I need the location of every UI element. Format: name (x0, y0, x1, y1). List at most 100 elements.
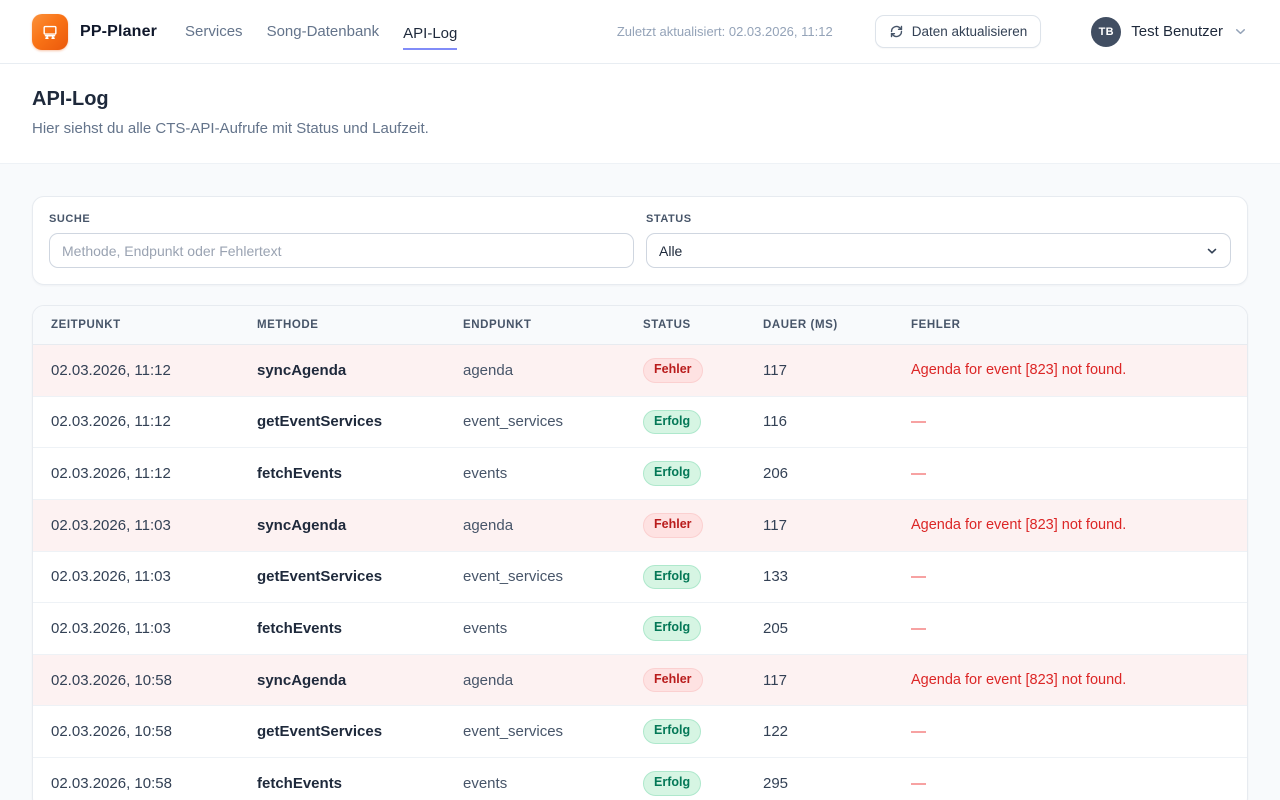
cell-method: fetchEvents (241, 602, 447, 655)
cell-error: — (895, 447, 1247, 500)
cell-method: fetchEvents (241, 447, 447, 500)
cell-error: Agenda for event [823] not found. (911, 362, 1127, 379)
table-row: 02.03.2026, 11:12 getEventServices event… (33, 395, 1247, 448)
cell-endpoint: events (447, 447, 627, 500)
cell-method: syncAgenda (257, 361, 347, 379)
search-label: SUCHE (49, 213, 91, 225)
status-badge: Fehler (643, 667, 703, 693)
table-row: 02.03.2026, 11:03 getEventServices event… (33, 550, 1247, 603)
cell-timestamp: 02.03.2026, 10:58 (33, 653, 241, 706)
table-header: ZEITPUNKT METHODE ENDPUNKT STATUS DAUER … (33, 306, 1247, 345)
brand-name: PP-Planer (80, 22, 158, 40)
cell-error: — (895, 395, 1247, 448)
table-row: 02.03.2026, 10:58 syncAgenda agenda Fehl… (33, 653, 1247, 706)
cell-endpoint: agenda (463, 361, 514, 379)
cell-status: Erfolg (627, 395, 747, 448)
cell-endpoint: events (447, 756, 627, 800)
cell-status: Fehler (627, 498, 747, 551)
cell-status: Erfolg (627, 447, 747, 500)
column-header-dauer: DAUER (MS) (747, 306, 895, 345)
cell-duration: 295 (747, 756, 895, 800)
cell-duration: 117 (747, 653, 895, 706)
filter-card: SUCHE STATUS Alle (32, 196, 1248, 285)
cell-method: getEventServices (241, 550, 447, 603)
cell-duration: 133 (747, 550, 895, 603)
cell-timestamp: 02.03.2026, 11:12 (33, 447, 241, 500)
cell-duration: 116 (747, 395, 895, 448)
column-header-endpunkt: ENDPUNKT (447, 306, 627, 345)
main-nav: Services Song-Datenbank API-Log (185, 19, 458, 50)
table-row: 02.03.2026, 11:03 syncAgenda agenda Fehl… (33, 498, 1247, 551)
status-badge: Fehler (643, 512, 703, 538)
cell-status: Erfolg (627, 705, 747, 758)
cell-timestamp: 02.03.2026, 11:03 (33, 498, 241, 551)
cell-error: — (895, 756, 1247, 800)
cell-endpoint: event_services (447, 705, 627, 758)
cell-error: — (895, 602, 1247, 655)
status-badge: Erfolg (643, 719, 702, 744)
api-log-table-card: ZEITPUNKT METHODE ENDPUNKT STATUS DAUER … (32, 305, 1248, 800)
page-title: API-Log (32, 88, 109, 110)
cell-timestamp: 02.03.2026, 10:58 (33, 756, 241, 800)
page-header: API-Log Hier siehst du alle CTS-API-Aufr… (0, 64, 1280, 164)
cell-endpoint: event_services (447, 550, 627, 603)
table-row: 02.03.2026, 10:58 fetchEvents events Erf… (33, 756, 1247, 800)
status-filter-group: STATUS Alle (646, 213, 1231, 268)
nav-item-api-log[interactable]: API-Log (403, 21, 458, 50)
main-content: SUCHE STATUS Alle (0, 164, 1280, 800)
cell-duration: 117 (747, 498, 895, 551)
nav-item-song-datenbank[interactable]: Song-Datenbank (266, 23, 380, 40)
cell-status: Fehler (627, 345, 747, 397)
search-input[interactable] (49, 233, 634, 268)
status-badge: Erfolg (643, 461, 702, 486)
cell-timestamp: 02.03.2026, 10:58 (33, 705, 241, 758)
cell-duration: 205 (747, 602, 895, 655)
app-logo (32, 13, 68, 50)
user-menu[interactable]: TB Test Benutzer (1091, 16, 1248, 47)
status-label: STATUS (646, 213, 692, 225)
cell-error: Agenda for event [823] not found. (895, 498, 1247, 551)
user-name: Test Benutzer (1131, 23, 1223, 40)
top-navbar: PP-Planer Services Song-Datenbank API-Lo… (0, 0, 1280, 64)
cell-endpoint: agenda (447, 498, 627, 551)
status-select[interactable]: Alle (646, 233, 1231, 268)
page-subtitle: Hier siehst du alle CTS-API-Aufrufe mit … (32, 120, 429, 137)
table-row: 02.03.2026, 11:12 fetchEvents events Erf… (33, 447, 1247, 500)
column-header-status: STATUS (627, 306, 747, 345)
presentation-board-icon (43, 25, 57, 39)
status-badge: Erfolg (643, 564, 702, 590)
status-badge: Erfolg (643, 771, 702, 796)
cell-method: syncAgenda (241, 498, 447, 551)
cell-endpoint: events (447, 602, 627, 655)
table-row: 02.03.2026, 11:03 fetchEvents events Erf… (33, 602, 1247, 655)
cell-method: syncAgenda (241, 653, 447, 706)
cell-endpoint: event_services (447, 395, 627, 448)
cell-duration: 206 (747, 447, 895, 500)
cell-status: Erfolg (627, 602, 747, 655)
cell-endpoint: agenda (447, 653, 627, 706)
cell-error: — (895, 705, 1247, 758)
nav-item-services[interactable]: Services (185, 23, 243, 40)
refresh-data-button[interactable]: Daten aktualisieren (874, 15, 1042, 48)
column-header-methode: METHODE (241, 306, 447, 345)
cell-status: Erfolg (627, 756, 747, 800)
cell-duration: 117 (763, 361, 787, 379)
search-filter-group: SUCHE (49, 213, 634, 268)
chevron-down-icon (1236, 29, 1245, 35)
table-row: 02.03.2026, 10:58 getEventServices event… (33, 705, 1247, 758)
status-select-wrap: Alle (646, 233, 1231, 268)
cell-duration: 122 (747, 705, 895, 758)
refresh-button-label: Daten aktualisieren (911, 24, 1028, 39)
column-header-zeitpunkt: ZEITPUNKT (33, 306, 241, 345)
cell-method: getEventServices (241, 705, 447, 758)
avatar: TB (1091, 16, 1122, 47)
cell-status: Fehler (627, 653, 747, 706)
status-badge: Erfolg (643, 409, 702, 435)
cell-status: Erfolg (627, 550, 747, 603)
cell-error: Agenda for event [823] not found. (895, 653, 1247, 706)
status-badge: Erfolg (643, 616, 702, 641)
cell-timestamp: 02.03.2026, 11:12 (33, 395, 241, 448)
table-row: 02.03.2026, 11:12 syncAgenda agenda Fehl… (33, 344, 1247, 397)
status-badge: Fehler (643, 358, 703, 383)
last-updated-text: Zuletzt aktualisiert: 02.03.2026, 11:12 (616, 24, 833, 39)
